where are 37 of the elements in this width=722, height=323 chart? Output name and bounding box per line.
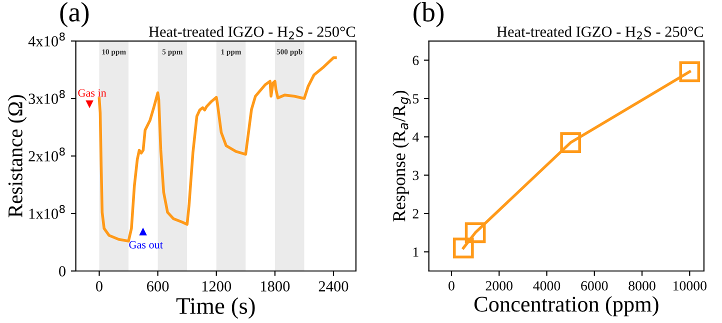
y-tick-label: 5 — [413, 94, 419, 104]
annotation: Gas in — [78, 89, 106, 97]
x-tick-label: 600 — [147, 281, 169, 292]
y-tick-label: 1 — [413, 247, 418, 257]
x-tick-label: 10000 — [674, 281, 706, 290]
point — [452, 238, 474, 258]
y-tick-label: 4 — [412, 132, 419, 142]
chart-title: Heat-treated IGZO - H$_{2}$S - 250°C — [496, 26, 703, 40]
x-tick-label: 2400 — [318, 281, 348, 292]
x-axis-title: Time (s) — [176, 297, 255, 319]
point — [679, 61, 700, 82]
text: (b) — [414, 2, 444, 28]
x-tick-label: 1200 — [202, 281, 232, 292]
x-tick-label: 0 — [96, 281, 102, 292]
y-tick-label: 4x10$^{8}$ — [28, 32, 65, 46]
point — [464, 222, 486, 244]
annotation: Gas out — [129, 241, 163, 248]
x-tick-label: 8000 — [628, 281, 656, 290]
x-tick-label: 1800 — [260, 281, 290, 292]
y-tick-label: 1x10$^{8}$ — [29, 205, 65, 219]
chart-title: Heat-treated IGZO - H$_{2}$S - 250°C — [148, 26, 355, 40]
x-tick-label: 2000 — [486, 281, 512, 290]
x-axis-title: Concentration (ppm) — [474, 296, 658, 316]
x-tick-label: 0 — [448, 281, 454, 290]
y-tick-label: 6 — [412, 56, 419, 66]
text: (a) — [60, 2, 89, 28]
point — [560, 132, 581, 154]
x-tick-label: 6000 — [581, 281, 608, 290]
y-axis-title: Response (R$_{a}$/R$_{g}$) — [392, 90, 411, 222]
y-tick-label: 0 — [59, 266, 66, 276]
y-tick-label: 2 — [412, 209, 418, 218]
y-tick-label: 3 — [412, 170, 419, 180]
y-tick-label: 3x10$^{8}$ — [28, 90, 65, 104]
line-series — [98, 56, 337, 242]
y-axis-title: Resistance (Ω) — [8, 95, 27, 218]
y-tick-label: 2x10$^{8}$ — [28, 148, 65, 162]
x-tick-label: 4000 — [533, 281, 560, 290]
